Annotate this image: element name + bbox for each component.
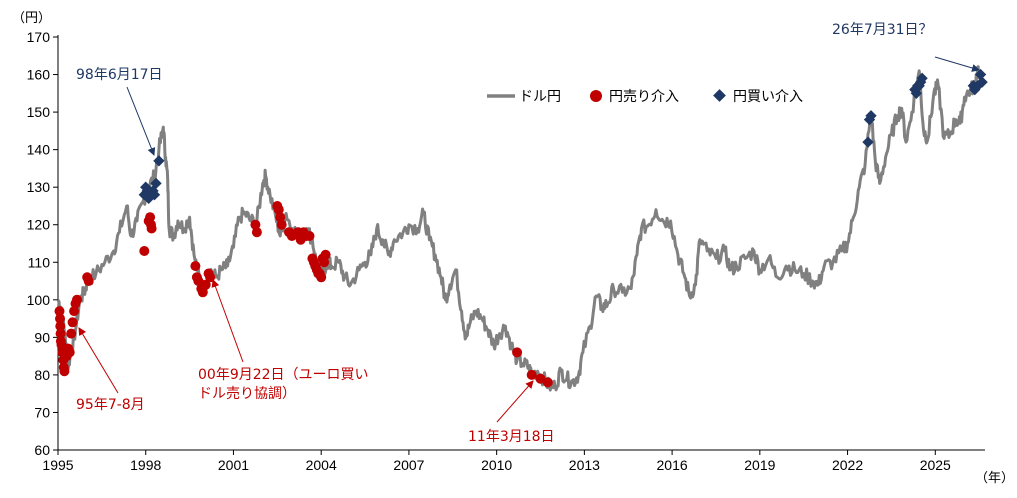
y-tick-label: 100 (27, 292, 51, 308)
sell-intervention-point (319, 257, 330, 268)
y-tick-group: 60 70 80 90 100 110 120 130 140 150 160 170 (27, 29, 58, 458)
x-tick-label: 2004 (306, 457, 337, 473)
sell-intervention-point (54, 306, 65, 317)
annotation-1998: 98年6月17日 (76, 67, 163, 83)
sell-intervention-point (145, 212, 156, 223)
y-tick-label: 60 (34, 442, 50, 458)
x-tick-label: 2022 (832, 457, 863, 473)
sell-intervention-point (72, 294, 82, 305)
sell-intervention-point (526, 369, 537, 380)
y-tick-label: 160 (27, 67, 51, 83)
x-tick-label: 2010 (481, 457, 512, 473)
legend-sell-label: 円売り介入 (609, 89, 679, 105)
y-tick-label: 120 (27, 217, 51, 233)
annotation-2000-line2: ドル売り協調） (198, 386, 296, 402)
legend-buy-label: 円買い介入 (733, 89, 803, 105)
sell-intervention-point (316, 272, 327, 283)
buy-intervention-point (148, 189, 161, 201)
sell-intervention-point (67, 317, 78, 328)
annotation-2026: 26年7月31日？ (832, 22, 933, 38)
x-tick-label: 2025 (920, 457, 951, 473)
buy-intervention-point (150, 177, 162, 190)
y-tick-label: 110 (28, 254, 51, 270)
y-tick-label: 90 (34, 329, 50, 345)
sell-intervention-point (512, 347, 523, 358)
sell-intervention-point (275, 212, 286, 223)
annotation-2026-arrow (934, 56, 980, 72)
x-tick-label: 2007 (393, 457, 424, 473)
legend-line-label: ドル円 (519, 89, 561, 105)
legend-sell-swatch (590, 90, 602, 102)
buy-intervention-point (862, 136, 874, 148)
legend-buy-swatch (713, 89, 726, 102)
sell-intervention-point (197, 287, 208, 298)
sell-intervention-point (304, 231, 315, 241)
annotation-1998-arrow (126, 86, 156, 156)
x-tick-label: 2019 (744, 457, 775, 473)
annotations: 98年6月17日 95年7-8月 00年9月22日（ユーロ買い ドル売り協調） … (76, 22, 980, 445)
sell-intervention-point (83, 276, 94, 286)
sell-intervention-point (66, 328, 77, 339)
annotation-2000-line1: 00年9月22日（ユーロ買い (198, 367, 369, 383)
sell-intervention-point (190, 261, 201, 271)
sell-intervention-point (139, 246, 150, 256)
y-tick-label: 170 (27, 29, 51, 45)
sell-intervention-point (64, 347, 75, 358)
annotation-1995: 95年7-8月 (76, 397, 145, 413)
sell-intervention-point (320, 249, 331, 260)
sell-intervention-point (251, 227, 262, 238)
x-tick-label: 1998 (130, 457, 161, 473)
sell-intervention-point (250, 219, 261, 230)
sell-intervention-point (273, 204, 284, 215)
x-tick-label: 2016 (657, 457, 688, 473)
sell-intervention-point (55, 321, 66, 332)
x-tick-group: 1995 1998 2001 2004 2007 2010 2013 2016 2019 2022… (42, 450, 951, 473)
sell-intervention-point (146, 223, 157, 234)
series-layer (56, 65, 983, 392)
legend: ドル円 円売り介入 円買い介入 (487, 89, 803, 105)
x-tick-label: 2013 (569, 457, 600, 473)
y-tick-label: 140 (27, 142, 51, 158)
x-unit-label: （年） (975, 471, 1014, 486)
sell-intervention-point (55, 328, 66, 339)
annotation-2011-arrow (496, 380, 534, 423)
sell-intervention-point (542, 377, 553, 388)
marker-layer (54, 68, 988, 388)
annotation-2000-arrow (211, 279, 244, 363)
annotation-1995-arrow (78, 327, 119, 394)
sell-intervention-point (59, 366, 70, 377)
series-line-usdjpy (56, 65, 983, 392)
sell-intervention-point (55, 313, 65, 324)
sell-intervention-point (276, 219, 287, 230)
sell-intervention-point (200, 279, 211, 290)
buy-intervention-point (153, 155, 165, 167)
y-tick-label: 150 (27, 104, 51, 120)
y-tick-label: 130 (27, 179, 51, 195)
y-tick-label: 80 (34, 367, 50, 383)
sell-intervention-point (69, 306, 80, 317)
y-tick-label: 70 (34, 404, 50, 420)
y-unit-label: （円） (12, 11, 51, 26)
x-tick-label: 2001 (218, 457, 249, 473)
x-tick-label: 1995 (42, 457, 73, 473)
annotation-2011: 11年3月18日 (468, 429, 555, 445)
